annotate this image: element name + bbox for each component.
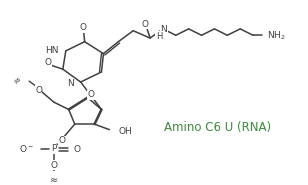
Text: Amino C6 U (RNA): Amino C6 U (RNA) (164, 121, 271, 134)
Text: O: O (74, 145, 81, 154)
Text: ≈: ≈ (11, 73, 24, 86)
Text: N: N (160, 25, 167, 34)
Text: NH$_2$: NH$_2$ (267, 29, 286, 42)
Text: OH: OH (118, 127, 132, 136)
Text: O: O (51, 161, 57, 170)
Text: H: H (156, 32, 162, 41)
Text: O: O (35, 86, 42, 95)
Text: O$^-$: O$^-$ (19, 143, 34, 154)
Text: P: P (51, 144, 57, 153)
Text: O: O (87, 90, 94, 99)
Text: O: O (58, 136, 65, 145)
Text: O: O (44, 58, 51, 67)
Text: N: N (67, 79, 74, 88)
Text: O: O (79, 23, 86, 32)
Text: O: O (142, 20, 148, 29)
Text: HN: HN (45, 46, 59, 55)
Text: ≈: ≈ (50, 175, 58, 185)
